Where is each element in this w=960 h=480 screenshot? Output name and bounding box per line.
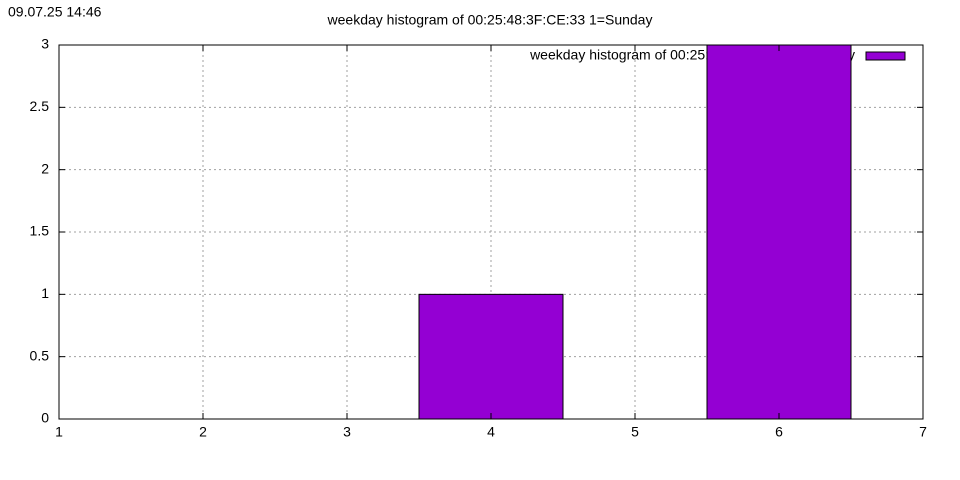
y-tick-label: 2 <box>41 160 49 176</box>
x-tick-label: 3 <box>343 424 351 440</box>
x-tick-label: 1 <box>55 424 63 440</box>
y-tick-label: 0 <box>41 410 49 426</box>
bar <box>418 293 564 420</box>
y-tick-label: 1.5 <box>30 223 50 239</box>
legend-swatch <box>865 51 906 61</box>
chart-title: weekday histogram of 00:25:48:3F:CE:33 1… <box>327 12 653 28</box>
y-tick-label: 3 <box>41 36 49 52</box>
x-tick-label: 2 <box>199 424 207 440</box>
x-tick-label: 6 <box>775 424 783 440</box>
x-tick-label: 5 <box>631 424 639 440</box>
bar <box>706 44 852 420</box>
y-tick-label: 1 <box>41 285 49 301</box>
y-tick-label: 2.5 <box>30 98 50 114</box>
timestamp: 09.07.25 14:46 <box>8 4 102 20</box>
y-tick-label: 0.5 <box>30 347 50 363</box>
x-tick-label: 4 <box>487 424 495 440</box>
x-tick-label: 7 <box>919 424 927 440</box>
